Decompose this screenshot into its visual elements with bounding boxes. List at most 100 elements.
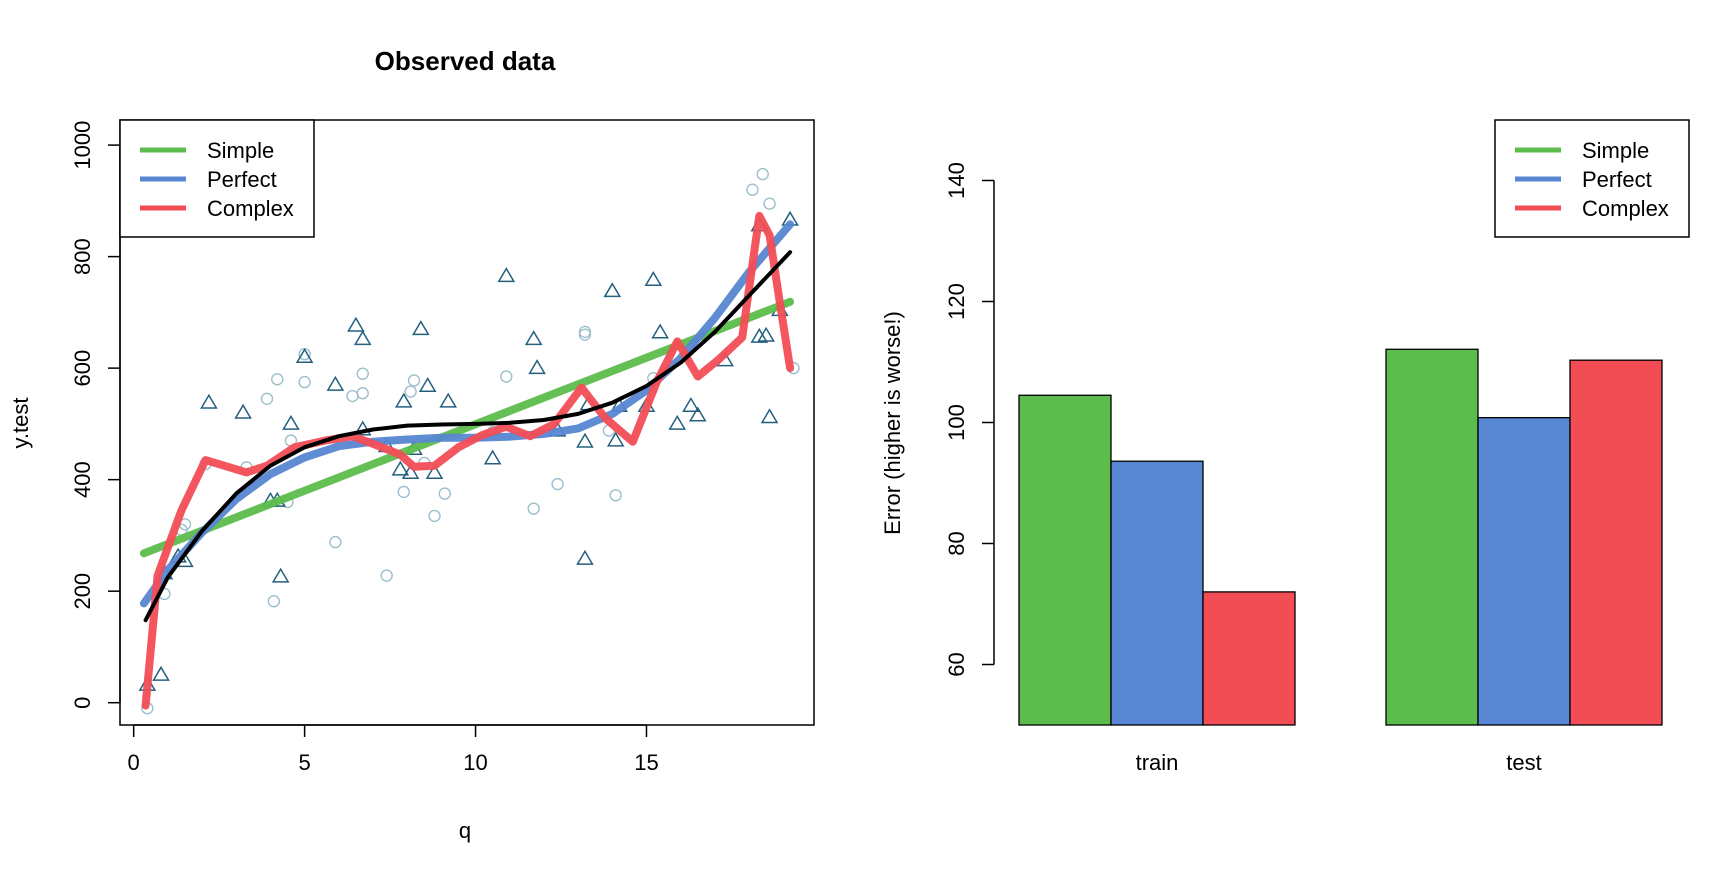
data-point-circle [746, 183, 759, 196]
bar-axes: 60 80 100 120 140 [944, 162, 995, 677]
data-point-triangle [606, 431, 625, 447]
data-point-triangle [528, 359, 546, 375]
data-point-triangle [483, 449, 502, 465]
data-point-triangle [152, 665, 170, 681]
data-point-circle [397, 485, 410, 499]
data-point-triangle [425, 463, 444, 479]
data-point-triangle [651, 323, 669, 339]
bar-simple-test [1385, 348, 1479, 726]
scatter-plot-inner [138, 167, 800, 715]
data-point-triangle [603, 282, 622, 298]
data-point-triangle [353, 330, 372, 346]
data-point-triangle [750, 327, 769, 343]
bar-y-tick-label: 120 [944, 283, 969, 320]
data-point-triangle [412, 320, 430, 336]
bar-perfect-test [1477, 417, 1571, 726]
bar-y-tick-label: 80 [944, 531, 969, 555]
bar-perfect-train [1110, 460, 1204, 726]
bar-category-label: train [1136, 750, 1179, 775]
scatter-y-tick-label: 600 [70, 350, 95, 387]
data-point-triangle [271, 567, 290, 583]
bar-legend-label: Simple [1582, 138, 1649, 163]
scatter-legend: Simple Perfect Complex [119, 119, 315, 238]
data-point-triangle [353, 420, 372, 436]
scatter-x-tick-label: 15 [634, 750, 658, 775]
data-point-circle [271, 373, 284, 386]
data-point-circle [407, 374, 421, 387]
data-point-triangle [576, 549, 594, 565]
scatter-x-axis-label: q [459, 818, 471, 843]
data-point-circle [578, 328, 592, 341]
scatter-plot-data [138, 167, 800, 715]
data-point-circle [438, 487, 451, 500]
scatter-y-tick-label: 800 [70, 238, 95, 275]
scatter-panel: Observed data q y.test 0 5 10 15 0 200 400 600 8… [8, 46, 815, 843]
data-point-circle [356, 387, 369, 400]
data-point-triangle [439, 392, 458, 408]
data-point-circle [346, 389, 359, 403]
scatter-y-axis-label: y.test [8, 398, 33, 449]
data-point-triangle [282, 414, 300, 430]
bar-plot-data: train test [1018, 348, 1663, 775]
scatter-axes: 0 5 10 15 0 200 400 600 800 1000 [70, 121, 659, 775]
data-point-triangle [682, 397, 700, 413]
scatter-y-tick-label: 0 [70, 697, 95, 709]
scatter-legend-label: Perfect [207, 167, 277, 192]
data-point-triangle [576, 432, 594, 448]
data-point-circle [756, 167, 769, 181]
data-point-triangle [234, 403, 252, 419]
bar-panel: Error (higher is worse!) train test 60 80 1… [880, 119, 1690, 775]
data-point-triangle [418, 376, 437, 392]
scatter-title: Observed data [375, 46, 556, 76]
data-point-circle [428, 509, 441, 523]
data-point-triangle [760, 408, 779, 424]
bar-simple-train [1018, 394, 1112, 726]
bar-y-axis-label: Error (higher is worse!) [880, 311, 905, 535]
series-line-perfect [139, 220, 795, 608]
data-point-triangle [524, 330, 543, 346]
bar-complex-test [1569, 359, 1663, 726]
data-point-circle [763, 197, 776, 210]
bar-category-label: test [1506, 750, 1541, 775]
data-point-triangle [326, 375, 345, 391]
data-point-circle [260, 392, 274, 406]
data-point-circle [356, 367, 369, 380]
data-point-triangle [757, 326, 775, 342]
data-point-triangle [401, 463, 420, 479]
data-point-triangle [200, 393, 218, 409]
scatter-y-tick-label: 1000 [70, 121, 95, 170]
scatter-x-tick-label: 10 [463, 750, 487, 775]
data-point-circle [500, 370, 513, 383]
series-line-complex [141, 211, 795, 710]
series-line-truth [143, 250, 793, 623]
bar-legend: Simple Perfect Complex [1494, 119, 1690, 238]
data-point-circle [298, 375, 311, 389]
bar-y-tick-label: 100 [944, 404, 969, 441]
bar-y-tick-label: 140 [944, 162, 969, 199]
bar-legend-label: Complex [1582, 196, 1669, 221]
scatter-legend-label: Simple [207, 138, 274, 163]
data-point-triangle [497, 267, 516, 283]
data-point-triangle [295, 348, 314, 363]
scatter-x-tick-label: 5 [298, 750, 310, 775]
bar-y-tick-label: 60 [944, 652, 969, 676]
data-point-circle [404, 385, 417, 398]
data-point-circle [329, 535, 342, 549]
data-point-triangle [668, 414, 687, 430]
data-point-circle [380, 569, 393, 582]
bar-complex-train [1202, 591, 1296, 726]
data-point-triangle [391, 460, 410, 476]
data-point-circle [267, 595, 281, 608]
scatter-x-tick-label: 0 [128, 750, 140, 775]
scatter-legend-label: Complex [207, 196, 294, 221]
bar-legend-label: Perfect [1582, 167, 1652, 192]
data-point-circle [551, 477, 564, 491]
scatter-y-tick-label: 200 [70, 573, 95, 610]
scatter-y-tick-label: 400 [70, 461, 95, 498]
data-point-circle [609, 489, 622, 502]
data-point-circle [578, 325, 592, 339]
data-point-triangle [688, 406, 707, 422]
data-point-circle [527, 502, 540, 515]
